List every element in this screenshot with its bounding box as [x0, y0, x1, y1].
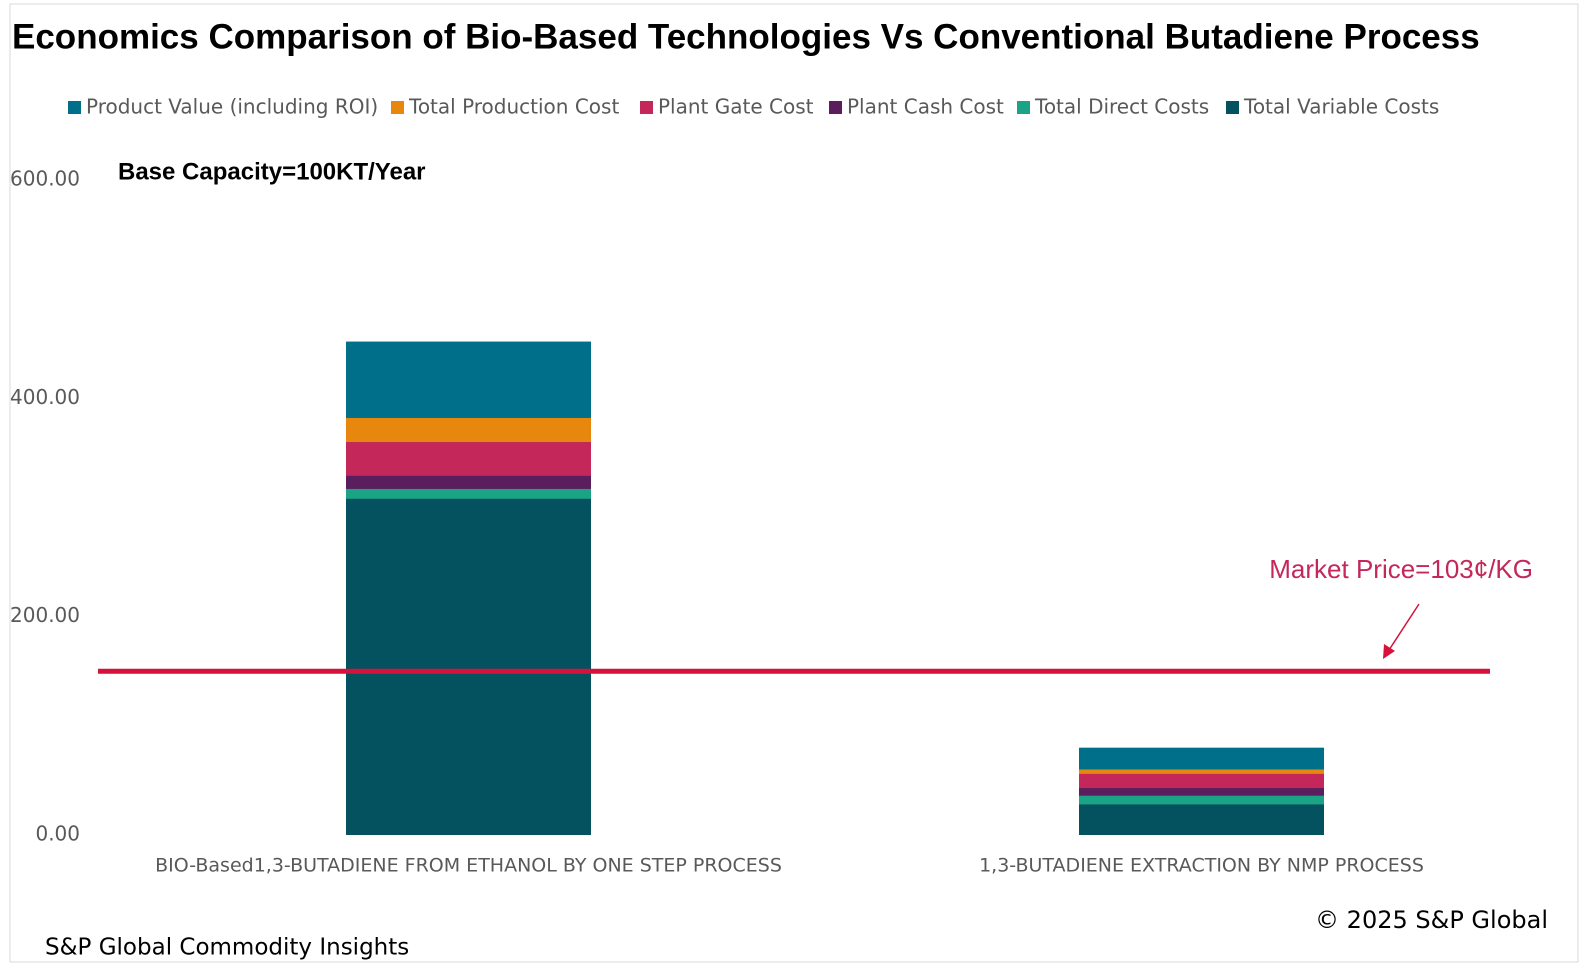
legend-swatch — [68, 101, 81, 114]
reference-label: Market Price=103¢/KG — [1269, 554, 1533, 584]
subtitle: Base Capacity=100KT/Year — [118, 158, 426, 185]
y-tick-label: 0.00 — [35, 822, 80, 846]
y-tick-label: 400.00 — [10, 385, 80, 409]
bar — [346, 498, 591, 835]
chart-title: Economics Comparison of Bio-Based Techno… — [12, 17, 1480, 56]
y-tick-label: 200.00 — [10, 603, 80, 627]
chart-frame — [9, 3, 1579, 963]
legend-label: Total Variable Costs — [1243, 95, 1439, 119]
arrow-head — [1383, 644, 1395, 659]
legend-label: Product Value (including ROI) — [86, 95, 378, 119]
x-tick-label: 1,3-BUTADIENE EXTRACTION BY NMP PROCESS — [979, 855, 1424, 877]
legend-swatch — [829, 101, 842, 114]
bar — [1079, 804, 1324, 835]
legend-swatch — [640, 101, 653, 114]
legend-label: Total Direct Costs — [1034, 95, 1209, 119]
legend-swatch — [1226, 101, 1239, 114]
x-tick-label: BIO-Based1,3-BUTADIENE FROM ETHANOL BY O… — [155, 855, 782, 877]
legend-swatch — [391, 101, 404, 114]
legend-label: Total Production Cost — [408, 95, 619, 119]
annotation-arrow — [1388, 603, 1420, 651]
source: S&P Global Commodity Insights — [45, 935, 409, 961]
y-tick-label: 600.00 — [10, 167, 80, 191]
legend-label: Plant Cash Cost — [847, 95, 1004, 119]
legend-swatch — [1017, 101, 1030, 114]
copyright: © 2025 S&P Global — [1315, 906, 1548, 934]
legend-label: Plant Gate Cost — [658, 95, 814, 119]
